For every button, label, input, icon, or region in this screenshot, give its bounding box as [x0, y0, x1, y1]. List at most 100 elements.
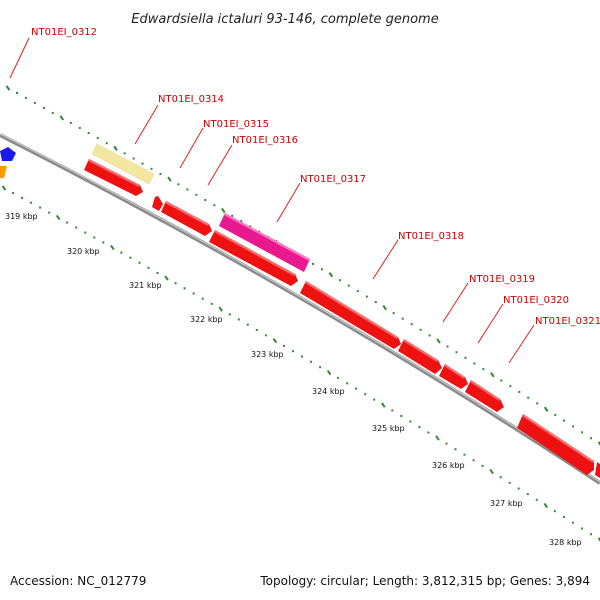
outer-tick-60 — [543, 406, 549, 412]
gene-NT01EI_0320b[interactable] — [465, 380, 504, 412]
outer-tick-8 — [78, 127, 81, 129]
outer-tick-14 — [132, 157, 135, 160]
inner-tick-57 — [517, 487, 520, 490]
outer-tick-51 — [464, 356, 467, 359]
inner-tick-8 — [75, 226, 78, 229]
outer-tick-57 — [518, 390, 521, 393]
outer-tick-44 — [401, 317, 404, 320]
outer-tick-47 — [428, 334, 431, 337]
outer-tick-53 — [482, 368, 485, 371]
outer-tick-11 — [105, 142, 108, 145]
gene-label-0319: NT01EI_0319 — [469, 274, 535, 285]
outer-tick-45 — [410, 323, 413, 326]
inner-tick-12 — [110, 244, 115, 251]
inner-tick-52 — [472, 459, 475, 462]
inner-tick-49 — [445, 442, 448, 445]
inner-tick-37 — [337, 376, 340, 379]
outer-tick-4 — [42, 106, 45, 109]
inner-tick-63 — [571, 521, 574, 524]
outer-tick-2 — [24, 96, 27, 99]
outer-tick-34 — [312, 262, 314, 265]
edge-feature-orange[interactable] — [0, 166, 7, 178]
inner-tick-16 — [147, 266, 150, 269]
gene-NT01EI_0320[interactable] — [439, 364, 468, 389]
inner-tick-59 — [535, 498, 538, 501]
gene-NT01EI_0321[interactable] — [517, 414, 600, 478]
gene-NT01EI_0313[interactable] — [84, 159, 143, 196]
outer-tick-19 — [177, 183, 180, 186]
inner-tick-66 — [597, 537, 600, 543]
inner-tick-25 — [228, 313, 231, 316]
gene-NT01EI_0314[interactable] — [91, 143, 155, 185]
inner-tick-9 — [84, 231, 87, 234]
inner-tick-19 — [174, 282, 177, 285]
gene-label-0316: NT01EI_0316 — [232, 135, 298, 146]
inner-tick-41 — [373, 398, 376, 401]
inner-tick-track — [1, 185, 600, 543]
gene-NT01EI_0317-magenta[interactable] — [219, 213, 310, 272]
gene-label-0320: NT01EI_0320 — [503, 295, 569, 306]
outer-tick-16 — [150, 167, 153, 170]
outer-tick-66 — [597, 441, 600, 447]
outer-tick-26 — [240, 220, 243, 223]
outer-tick-64 — [581, 431, 584, 434]
outer-tick-54 — [490, 372, 495, 378]
gene-NT01EI_0316[interactable] — [161, 201, 212, 236]
inner-tick-45 — [409, 420, 412, 423]
gene-NT01EI_0318[interactable] — [300, 281, 401, 349]
outer-tick-59 — [536, 402, 539, 405]
inner-tick-11 — [102, 241, 105, 244]
inner-tick-27 — [246, 323, 249, 326]
inner-tick-40 — [364, 393, 367, 396]
inner-tick-20 — [183, 287, 186, 290]
inner-tick-44 — [400, 415, 403, 417]
gene-NT01EI_0317[interactable] — [209, 230, 298, 286]
outer-tick-17 — [159, 173, 162, 175]
inner-tick-4 — [39, 206, 42, 209]
outer-tick-50 — [455, 351, 458, 354]
inner-tick-1 — [12, 191, 14, 194]
inner-tick-32 — [292, 350, 294, 353]
inner-tick-23 — [210, 302, 213, 305]
gene-label-0318: NT01EI_0318 — [398, 231, 464, 242]
outer-tick-5 — [51, 111, 54, 114]
kbp-label-320: 320 kbp — [67, 247, 100, 256]
outer-tick-25 — [231, 214, 234, 217]
edge-feature-blue[interactable] — [0, 147, 16, 161]
inner-tick-64 — [580, 527, 583, 530]
kbp-label-319: 319 kbp — [5, 212, 38, 221]
gene-NT01EI_0319[interactable] — [398, 339, 442, 374]
outer-tick-24 — [221, 207, 226, 214]
outer-tick-6 — [59, 115, 65, 121]
inner-tick-53 — [481, 464, 484, 467]
inner-tick-43 — [391, 409, 394, 412]
gene-label-0321: NT01EI_0321 — [535, 316, 600, 327]
inner-tick-58 — [526, 493, 529, 496]
inner-tick-35 — [319, 366, 322, 369]
outer-tick-9 — [87, 132, 90, 134]
gene-NT01EI_0315[interactable] — [152, 196, 163, 211]
inner-tick-61 — [553, 510, 556, 513]
outer-tick-20 — [186, 188, 189, 191]
topology-text: Topology: circular; Length: 3,812,315 bp… — [260, 574, 590, 588]
inner-tick-60 — [543, 502, 549, 509]
kbp-label-324: 324 kbp — [312, 387, 345, 396]
accession-text: Accession: NC_012779 — [10, 574, 147, 588]
inner-tick-38 — [346, 382, 349, 385]
outer-tick-10 — [96, 137, 99, 140]
outer-tick-41 — [374, 301, 377, 304]
outer-tick-35 — [320, 268, 323, 271]
inner-tick-24 — [218, 306, 223, 312]
inner-tick-54 — [489, 468, 494, 475]
inner-tick-29 — [264, 334, 267, 337]
outer-tick-42 — [382, 304, 387, 311]
outer-tick-22 — [204, 199, 207, 201]
outer-tick-65 — [590, 437, 592, 440]
inner-tick-42 — [381, 402, 386, 408]
outer-tick-0 — [5, 85, 11, 91]
inner-tick-3 — [30, 201, 33, 204]
inner-tick-13 — [120, 251, 123, 254]
kbp-scale: 319 kbp 320 kbp 321 kbp 322 kbp 323 kbp … — [5, 212, 582, 547]
inner-tick-56 — [508, 481, 511, 484]
inner-tick-62 — [562, 516, 565, 518]
